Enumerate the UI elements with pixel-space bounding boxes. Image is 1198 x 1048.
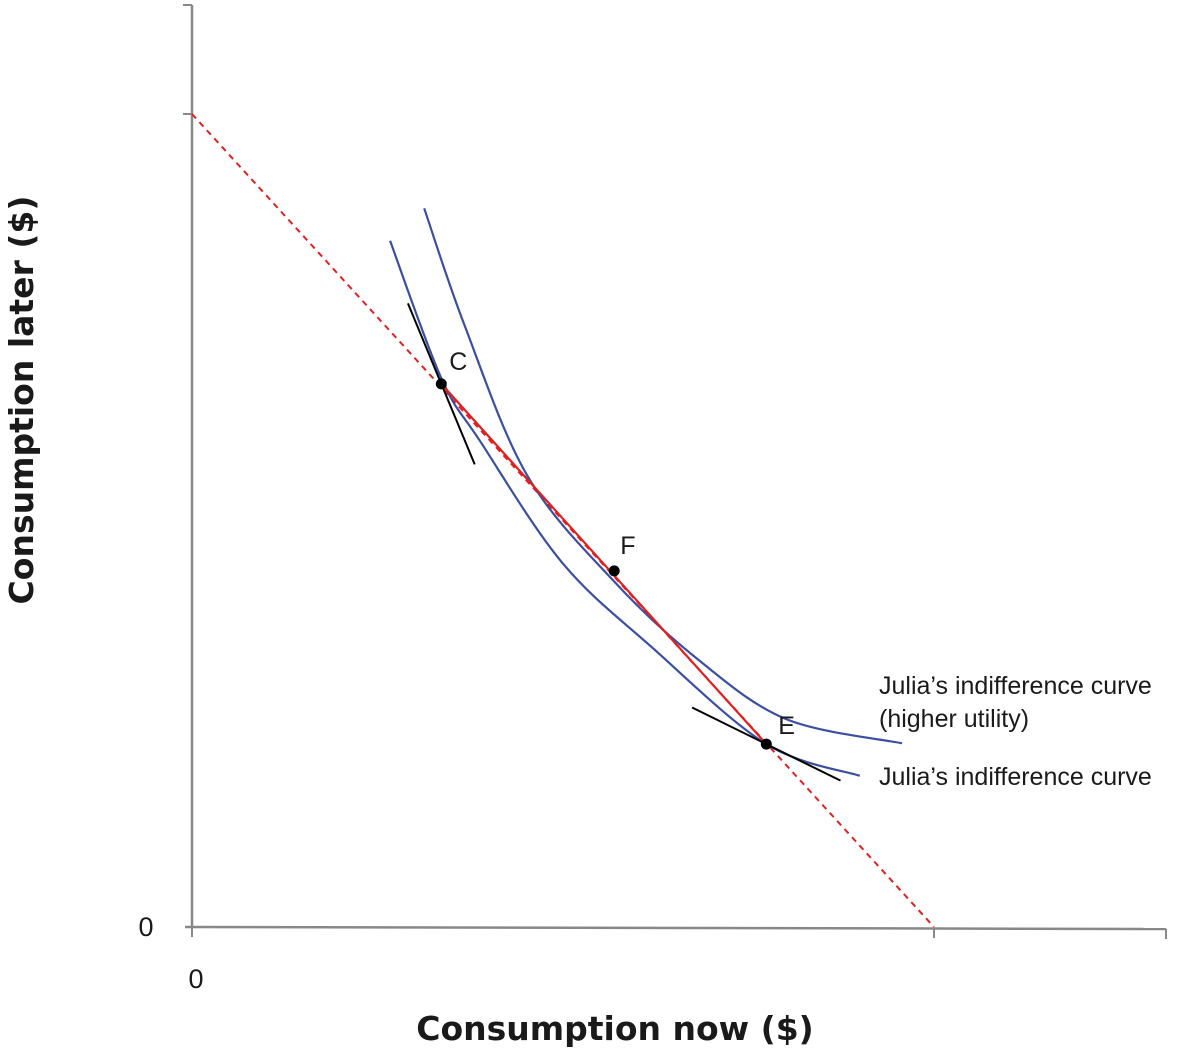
indifference-curve	[389, 240, 861, 777]
axes	[183, 4, 1167, 939]
curve-label-higher-line-1: Julia’s indifference curve	[879, 672, 1152, 700]
point-label-e: E	[778, 712, 795, 740]
x-axis-title: Consumption now ($)	[416, 1009, 814, 1048]
y-axis-title: Consumption later ($)	[2, 196, 41, 605]
indifference-curve-higher-utility	[423, 207, 903, 745]
plot-marks: C F E	[191, 113, 935, 928]
point-label-c: C	[449, 348, 467, 376]
point-f	[608, 565, 620, 577]
curve-label-lower: Julia’s indifference curve	[879, 763, 1152, 791]
x-axis	[184, 925, 1167, 931]
curve-label-higher-line-2: (higher utility)	[879, 705, 1029, 733]
point-label-f: F	[620, 532, 635, 560]
budget-line-dashed	[191, 113, 935, 928]
y-tick-label-zero: 0	[138, 912, 153, 942]
x-tick-label-zero: 0	[188, 964, 203, 994]
point-e	[760, 738, 772, 750]
budget-line-segment	[440, 383, 768, 745]
point-c	[435, 378, 447, 390]
